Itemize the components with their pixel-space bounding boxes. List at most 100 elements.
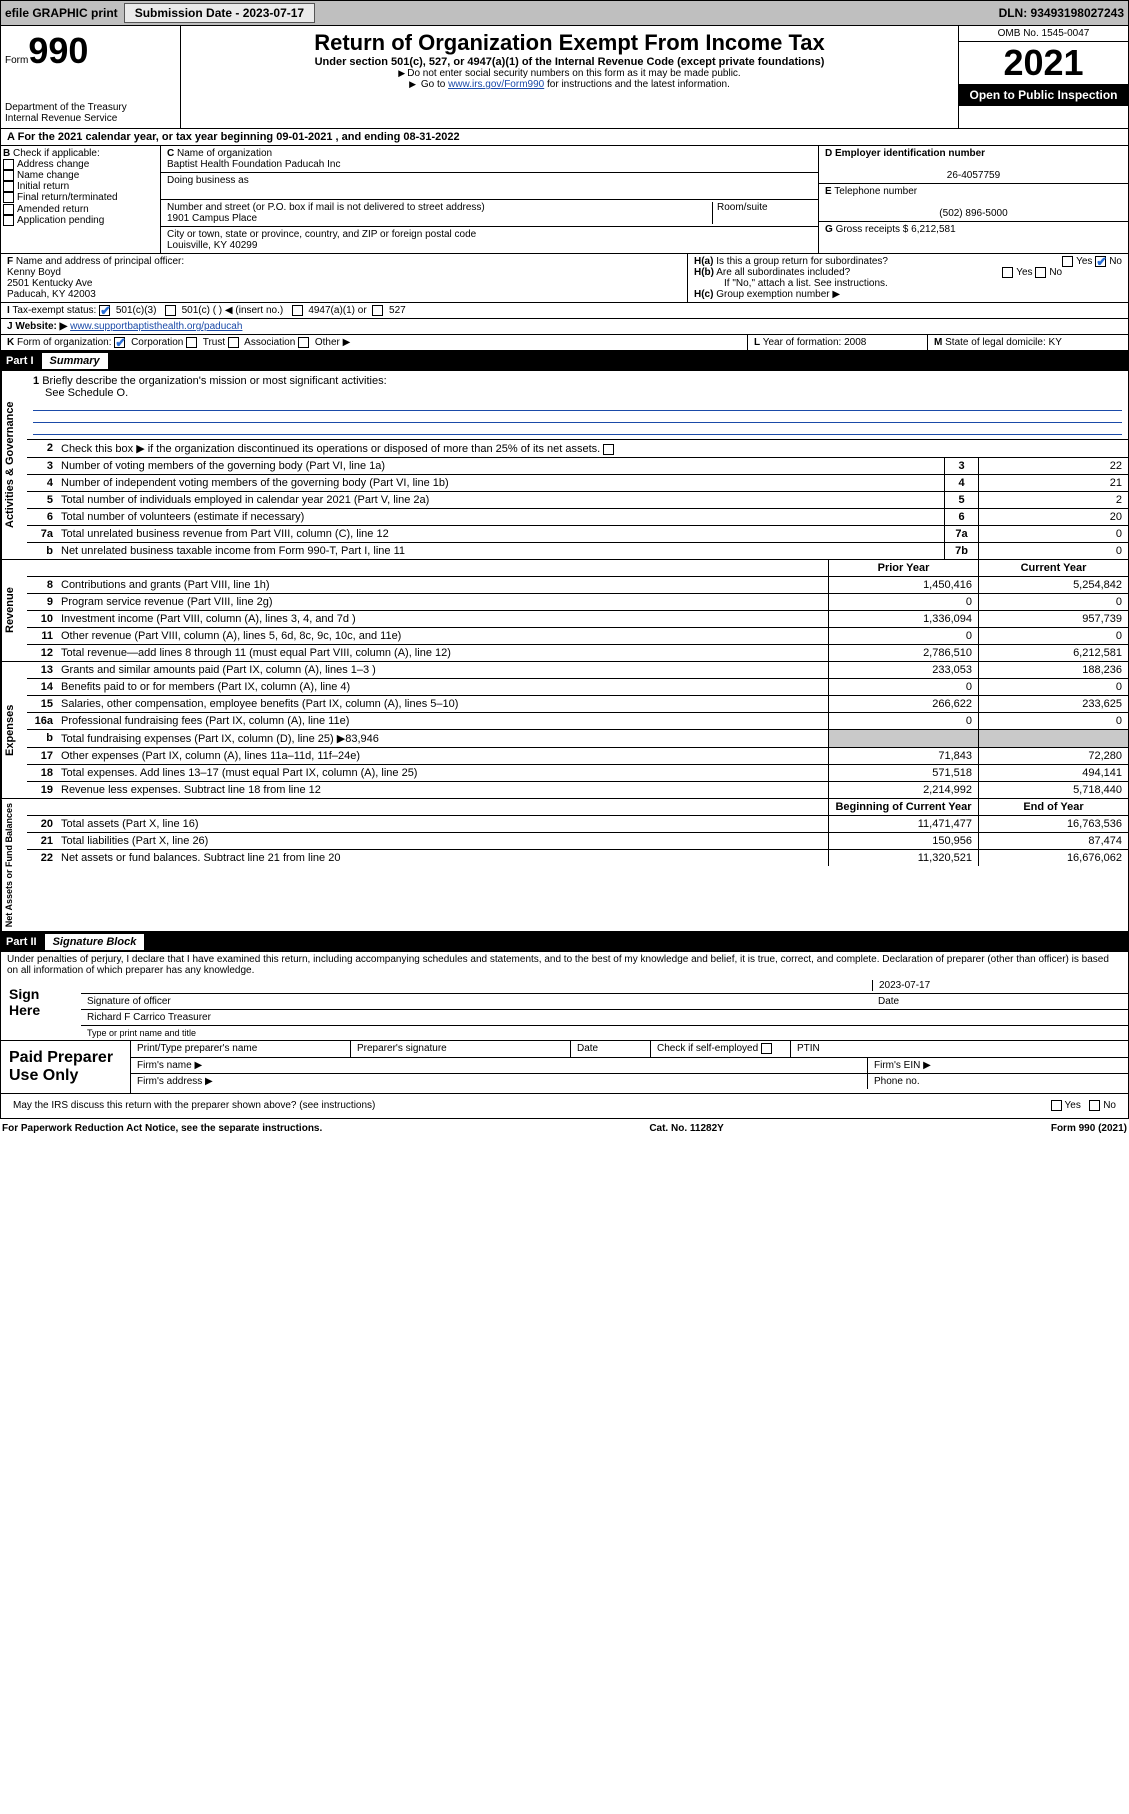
hdr-bcy: Beginning of Current Year [828, 799, 978, 815]
check-other[interactable] [298, 337, 309, 348]
b-opt-0: Address change [17, 159, 89, 170]
c-dba-cell: Doing business as [161, 173, 818, 200]
e-cell: E Telephone number (502) 896-5000 [819, 184, 1128, 222]
v7b: 0 [978, 543, 1128, 559]
c18: 494,141 [978, 765, 1128, 781]
ptin-label: PTIN [791, 1041, 1128, 1056]
check-initial-return[interactable] [3, 181, 14, 192]
addr-label: Number and street (or P.O. box if mail i… [167, 202, 485, 213]
hb-label: Are all subordinates included? [716, 267, 850, 278]
f-h-row: F Name and address of principal officer:… [0, 254, 1129, 303]
part-i-header: Part I Summary [0, 351, 1129, 371]
v6: 20 [978, 509, 1128, 525]
v5: 2 [978, 492, 1128, 508]
part-ii-header: Part II Signature Block [0, 932, 1129, 952]
p13: 233,053 [828, 662, 978, 678]
firm-ein-label: Firm's EIN ▶ [868, 1058, 1128, 1073]
p16b [828, 730, 978, 747]
part-i-label: Part I [6, 355, 42, 367]
check-hb-yes[interactable] [1002, 267, 1013, 278]
c-name-cell: C Name of organization Baptist Health Fo… [161, 146, 818, 173]
sig-date: 2023-07-17 [872, 980, 1122, 991]
check-ha-yes[interactable] [1062, 256, 1073, 267]
prep-check-label: Check if self-employed [651, 1041, 791, 1056]
hdr-cur: Current Year [978, 560, 1128, 576]
check-hb-no[interactable] [1035, 267, 1046, 278]
a-pre: For the 2021 calendar year, or tax year … [18, 131, 277, 143]
n7a: 7a [944, 526, 978, 542]
prep-title: Paid Preparer Use Only [1, 1041, 131, 1093]
c8: 5,254,842 [978, 577, 1128, 593]
a-end: 08-31-2022 [403, 131, 459, 143]
check-trust[interactable] [186, 337, 197, 348]
l5: Total number of individuals employed in … [57, 492, 944, 508]
l15: Salaries, other compensation, employee b… [57, 696, 828, 712]
p20: 11,471,477 [828, 816, 978, 832]
check-final-return[interactable] [3, 192, 14, 203]
check-address-change[interactable] [3, 159, 14, 170]
check-amended[interactable] [3, 204, 14, 215]
c-city-cell: City or town, state or province, country… [161, 227, 818, 253]
check-corp[interactable] [114, 337, 125, 348]
check-self-employed[interactable] [761, 1043, 772, 1054]
sign-here-label: Sign Here [1, 978, 81, 1040]
i-a1: 4947(a)(1) or [308, 305, 366, 316]
part-ii-label: Part II [6, 936, 45, 948]
p12: 2,786,510 [828, 645, 978, 661]
date-label: Date [872, 996, 1122, 1007]
sign-block: Sign Here 2023-07-17 Signature of office… [0, 978, 1129, 1041]
e-label: Telephone number [834, 186, 917, 197]
prep-name-label: Print/Type preparer's name [131, 1041, 351, 1056]
discuss-row: May the IRS discuss this return with the… [0, 1094, 1129, 1118]
line-a: A For the 2021 calendar year, or tax yea… [0, 129, 1129, 146]
check-ha-no[interactable] [1095, 256, 1106, 267]
c17: 72,280 [978, 748, 1128, 764]
nafb-section: Net Assets or Fund Balances Beginning of… [0, 799, 1129, 932]
form-title: Return of Organization Exempt From Incom… [187, 30, 952, 56]
side-ag: Activities & Governance [1, 371, 27, 559]
part-i-title: Summary [42, 353, 108, 369]
ha-no: No [1109, 256, 1122, 267]
l16b: Total fundraising expenses (Part IX, col… [57, 730, 828, 747]
firm-addr-label: Firm's address ▶ [131, 1074, 868, 1089]
check-assoc[interactable] [228, 337, 239, 348]
efile-label: efile GRAPHIC print [5, 6, 118, 20]
l16b-v: 83,946 [345, 733, 379, 745]
check-4947[interactable] [292, 305, 303, 316]
l6: Total number of volunteers (estimate if … [57, 509, 944, 525]
c10: 957,739 [978, 611, 1128, 627]
n5: 5 [944, 492, 978, 508]
officer-name: Kenny Boyd [7, 267, 61, 278]
submission-date-button[interactable]: Submission Date - 2023-07-17 [124, 3, 315, 23]
check-app-pending[interactable] [3, 215, 14, 226]
check-discuss-no[interactable] [1089, 1100, 1100, 1111]
goto-pre: Go to [421, 79, 448, 90]
check-527[interactable] [372, 305, 383, 316]
l-label: Year of formation: [763, 337, 842, 348]
n6: 6 [944, 509, 978, 525]
irs-link[interactable]: www.irs.gov/Form990 [448, 79, 544, 90]
check-name-change[interactable] [3, 170, 14, 181]
c20: 16,763,536 [978, 816, 1128, 832]
hdr-eoy: End of Year [978, 799, 1128, 815]
l-value: 2008 [844, 337, 866, 348]
check-l2[interactable] [603, 444, 614, 455]
officer-addr1: 2501 Kentucky Ave [7, 278, 92, 289]
n3: 3 [944, 458, 978, 474]
l12: Total revenue—add lines 8 through 11 (mu… [57, 645, 828, 661]
i-c: 501(c) ( ) ◀ (insert no.) [182, 305, 284, 316]
ag-section: Activities & Governance 1 Briefly descri… [0, 371, 1129, 560]
arrow-icon [409, 79, 418, 90]
check-discuss-yes[interactable] [1051, 1100, 1062, 1111]
p16a: 0 [828, 713, 978, 729]
cat-no: Cat. No. 11282Y [649, 1123, 723, 1134]
l11: Other revenue (Part VIII, column (A), li… [57, 628, 828, 644]
title-box: Return of Organization Exempt From Incom… [181, 26, 958, 128]
k-label: Form of organization: [17, 337, 112, 348]
p10: 1,336,094 [828, 611, 978, 627]
check-501c[interactable] [165, 305, 176, 316]
ha-label: Is this a group return for subordinates? [716, 256, 888, 267]
website-link[interactable]: www.supportbaptisthealth.org/paducah [70, 321, 242, 332]
check-501c3[interactable] [99, 305, 110, 316]
dept-label: Department of the Treasury [5, 102, 176, 113]
